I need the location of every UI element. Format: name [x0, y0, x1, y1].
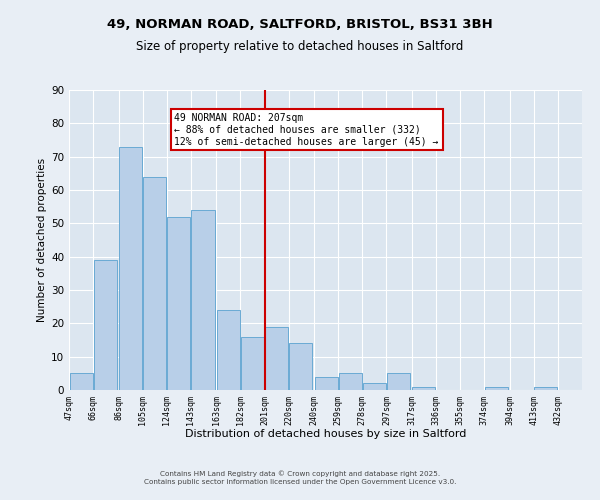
Text: 49 NORMAN ROAD: 207sqm
← 88% of detached houses are smaller (332)
12% of semi-de: 49 NORMAN ROAD: 207sqm ← 88% of detached… [175, 114, 439, 146]
Bar [241, 336, 264, 390]
Bar [412, 386, 436, 390]
Bar [363, 384, 386, 390]
Bar [94, 260, 117, 390]
Bar [265, 326, 288, 390]
Bar [119, 146, 142, 390]
Bar [289, 344, 312, 390]
Bar [167, 216, 190, 390]
Bar [339, 374, 362, 390]
Bar [485, 386, 508, 390]
Bar [534, 386, 557, 390]
Text: 49, NORMAN ROAD, SALTFORD, BRISTOL, BS31 3BH: 49, NORMAN ROAD, SALTFORD, BRISTOL, BS31… [107, 18, 493, 30]
X-axis label: Distribution of detached houses by size in Saltford: Distribution of detached houses by size … [185, 429, 466, 439]
Bar [70, 374, 92, 390]
Text: Size of property relative to detached houses in Saltford: Size of property relative to detached ho… [136, 40, 464, 53]
Bar [387, 374, 410, 390]
Text: Contains HM Land Registry data © Crown copyright and database right 2025.
Contai: Contains HM Land Registry data © Crown c… [144, 470, 456, 485]
Bar [217, 310, 240, 390]
Y-axis label: Number of detached properties: Number of detached properties [37, 158, 47, 322]
Bar [191, 210, 215, 390]
Bar [314, 376, 338, 390]
Bar [143, 176, 166, 390]
